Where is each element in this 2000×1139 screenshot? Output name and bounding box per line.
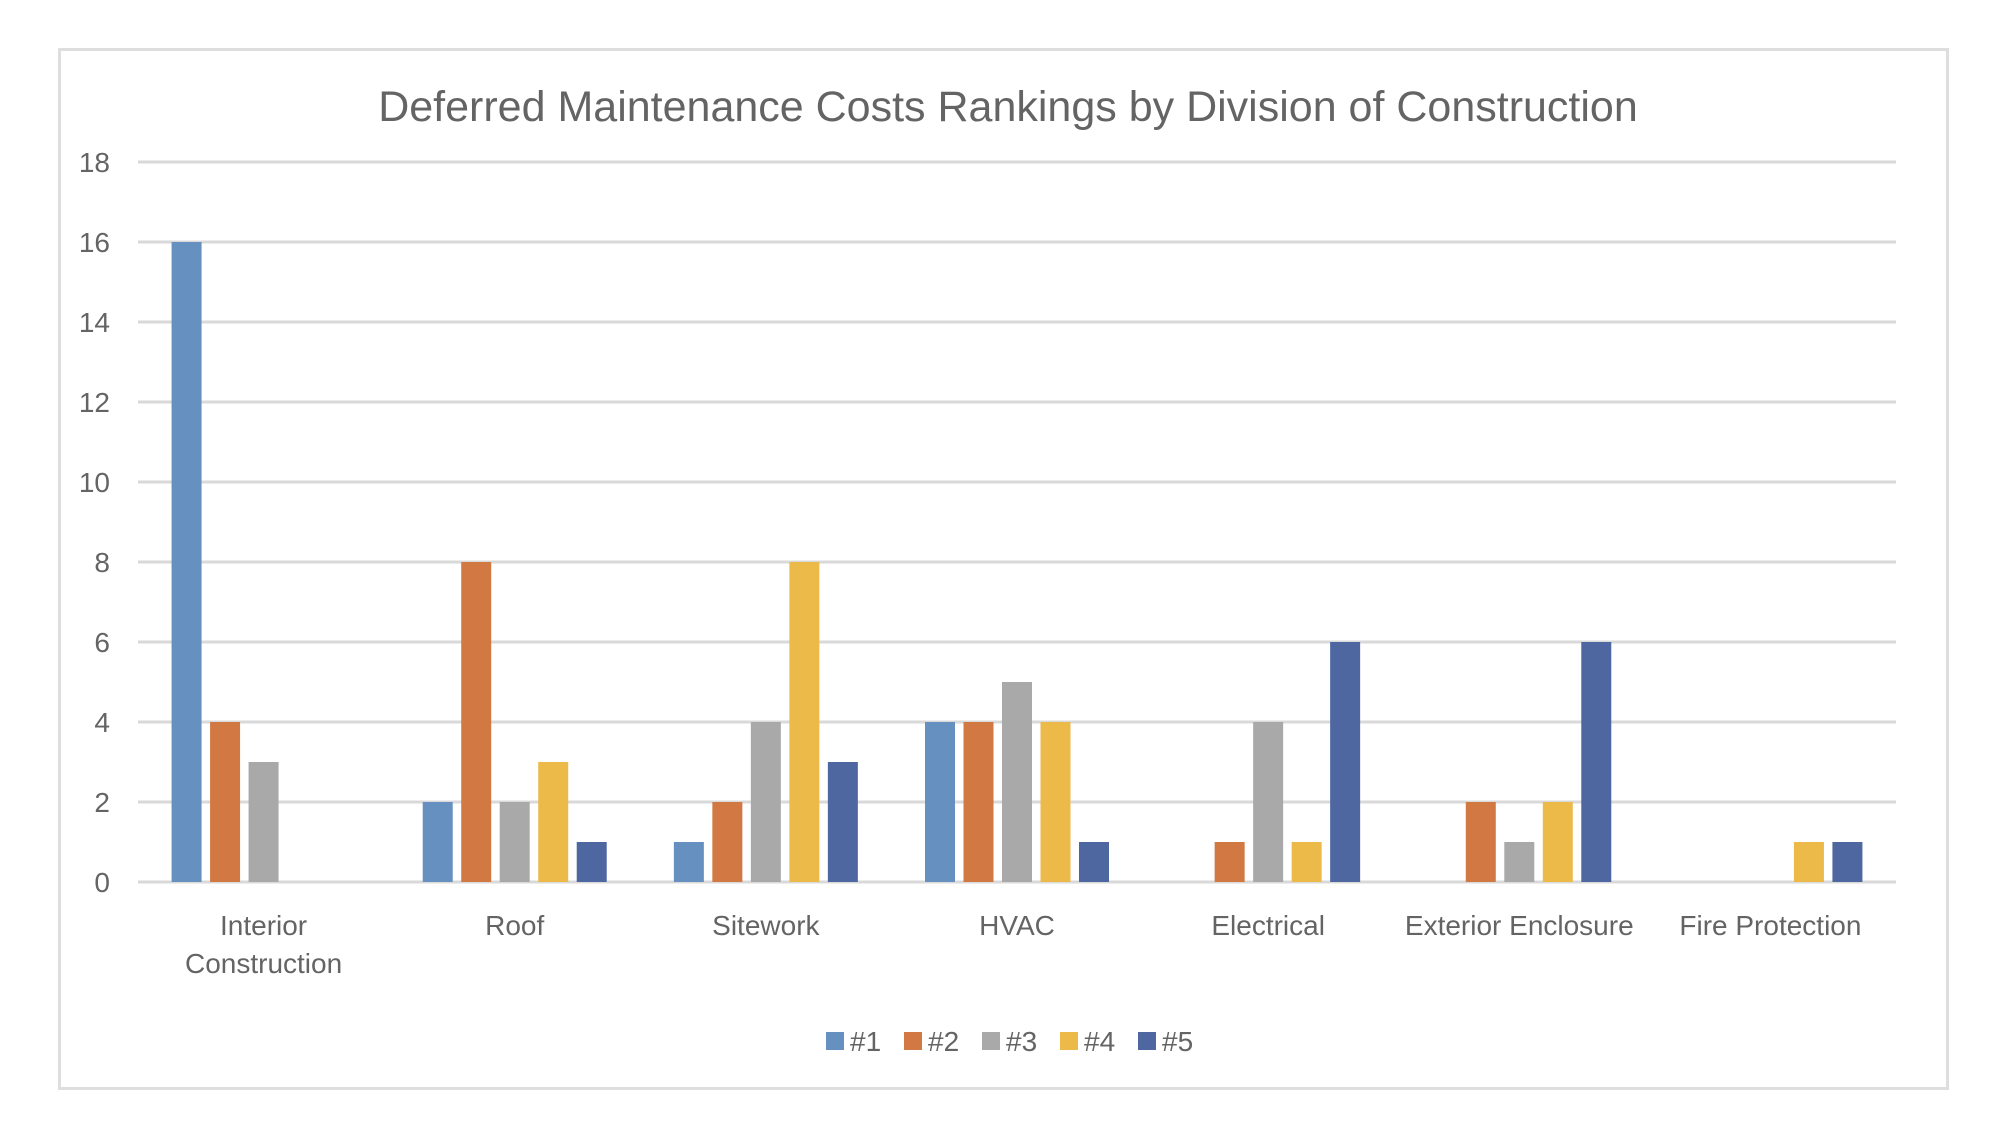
bar-series-4-cat-3 bbox=[789, 562, 820, 882]
x-axis-categories: Interior Construction Roof Sitework HVAC Elec… bbox=[185, 910, 1861, 979]
bar-series-4-cat-2 bbox=[538, 762, 569, 882]
chart-title: Deferred Maintenance Costs Rankings by D… bbox=[378, 83, 1638, 131]
bar-series-5-cat-2 bbox=[576, 842, 607, 882]
bar-series-2-cat-2 bbox=[461, 562, 492, 882]
x-category-label: Roof bbox=[485, 910, 544, 941]
bar-series-1-cat-4 bbox=[925, 722, 955, 882]
legend-label-1: #1 bbox=[850, 1026, 881, 1057]
bar-series-3-cat-4 bbox=[1002, 682, 1032, 882]
y-tick-label: 16 bbox=[79, 227, 110, 258]
bar-series-4-cat-5 bbox=[1291, 842, 1322, 882]
legend-label-4: #4 bbox=[1084, 1026, 1115, 1057]
bar-series-1-cat-1 bbox=[171, 242, 202, 882]
legend-label-3: #3 bbox=[1006, 1026, 1037, 1057]
legend-swatch-4 bbox=[1060, 1032, 1078, 1050]
bar-series-4-cat-7 bbox=[1793, 842, 1824, 882]
x-category-label: Construction bbox=[185, 948, 342, 979]
x-category-label: HVAC bbox=[979, 910, 1055, 941]
x-category-label: Fire Protection bbox=[1679, 910, 1861, 941]
bar-series-5-cat-7 bbox=[1832, 842, 1863, 882]
legend-label-5: #5 bbox=[1162, 1026, 1193, 1057]
legend-swatch-1 bbox=[826, 1032, 844, 1050]
y-tick-label: 10 bbox=[79, 467, 110, 498]
bar-series-2-cat-3 bbox=[712, 802, 743, 882]
y-tick-label: 12 bbox=[79, 387, 110, 418]
legend-swatch-5 bbox=[1138, 1032, 1156, 1050]
bar-series-2-cat-1 bbox=[210, 722, 241, 882]
y-tick-label: 14 bbox=[79, 307, 110, 338]
bar-series-5-cat-5 bbox=[1330, 642, 1361, 882]
legend: #1 #2 #3 #4 #5 bbox=[826, 1026, 1193, 1057]
bar-series-1-cat-3 bbox=[673, 842, 704, 882]
bar-series-5-cat-3 bbox=[827, 762, 858, 882]
bar-series-1-cat-2 bbox=[422, 802, 453, 882]
y-tick-label: 8 bbox=[94, 547, 110, 578]
x-category-label: Sitework bbox=[712, 910, 820, 941]
bar-series-3-cat-5 bbox=[1253, 722, 1284, 882]
legend-swatch-3 bbox=[982, 1032, 1000, 1050]
legend-label-2: #2 bbox=[928, 1026, 959, 1057]
bar-series-4-cat-4 bbox=[1040, 722, 1071, 882]
bar-series-5-cat-6 bbox=[1581, 642, 1612, 882]
y-axis-ticks: 0 2 4 6 8 10 12 14 16 18 bbox=[79, 147, 110, 898]
x-category-label: Exterior Enclosure bbox=[1405, 910, 1634, 941]
bar-series-2-cat-5 bbox=[1214, 842, 1245, 882]
y-tick-label: 2 bbox=[94, 787, 110, 818]
legend-swatch-2 bbox=[904, 1032, 922, 1050]
bar-series-3-cat-2 bbox=[499, 802, 530, 882]
bar-series-3-cat-3 bbox=[750, 722, 781, 882]
y-tick-label: 0 bbox=[94, 867, 110, 898]
bar-series-3-cat-1 bbox=[248, 762, 279, 882]
bars bbox=[171, 242, 1863, 882]
bar-series-5-cat-4 bbox=[1079, 842, 1109, 882]
y-tick-label: 6 bbox=[94, 627, 110, 658]
x-category-label: Electrical bbox=[1211, 910, 1325, 941]
chart-frame bbox=[58, 48, 1949, 1090]
y-tick-label: 18 bbox=[79, 147, 110, 178]
bar-series-2-cat-6 bbox=[1465, 802, 1496, 882]
bar-series-3-cat-6 bbox=[1504, 842, 1535, 882]
bar-series-2-cat-4 bbox=[963, 722, 994, 882]
y-tick-label: 4 bbox=[94, 707, 110, 738]
bar-series-4-cat-6 bbox=[1542, 802, 1573, 882]
x-category-label: Interior bbox=[220, 910, 307, 941]
